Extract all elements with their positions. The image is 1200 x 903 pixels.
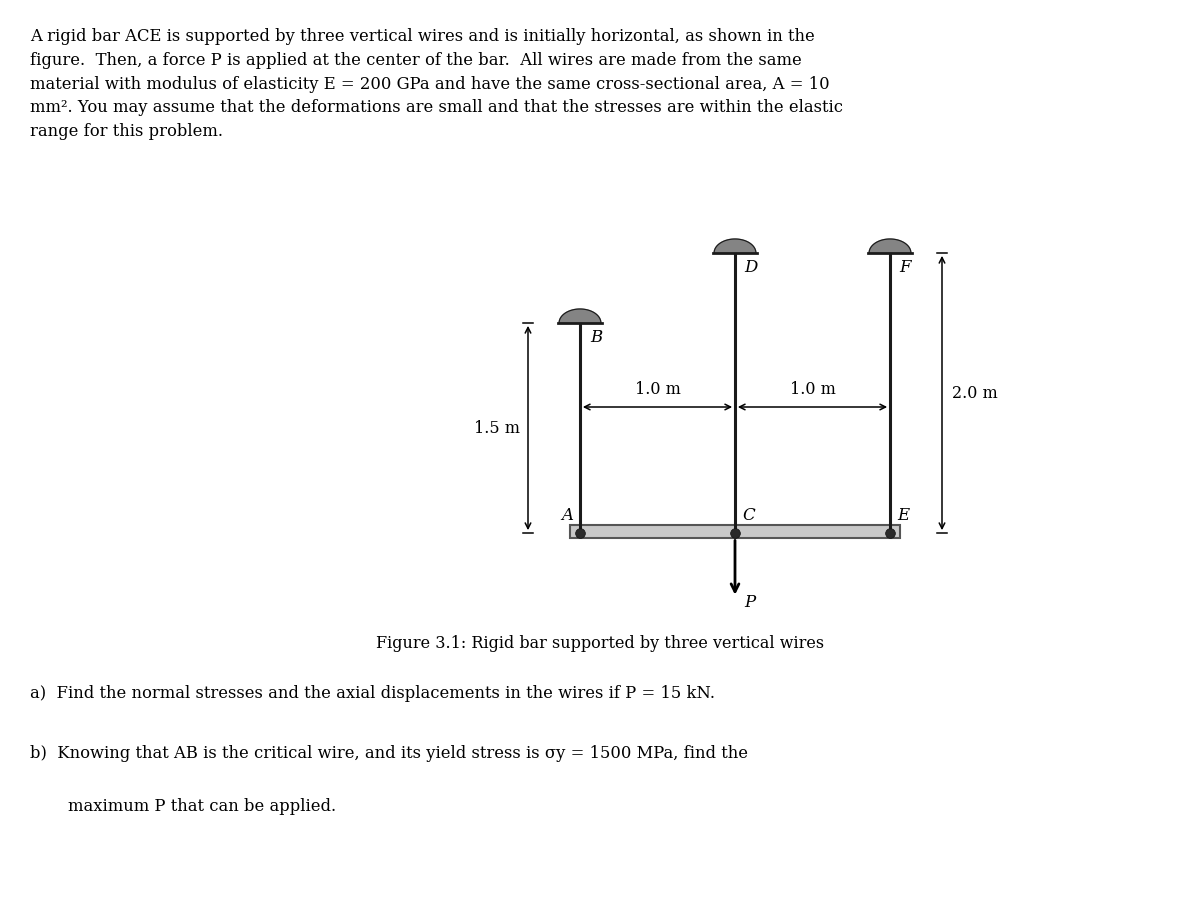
Text: 1.5 m: 1.5 m <box>474 420 520 437</box>
Text: 1.0 m: 1.0 m <box>635 380 680 397</box>
Text: B: B <box>590 329 602 346</box>
Text: b)  Knowing that AB is the critical wire, and its yield stress is σy = 1500 MPa,: b) Knowing that AB is the critical wire,… <box>30 745 748 761</box>
Polygon shape <box>714 239 756 254</box>
Text: E: E <box>898 507 910 524</box>
Text: F: F <box>899 259 911 275</box>
Text: D: D <box>744 259 757 275</box>
Text: a)  Find the normal stresses and the axial displacements in the wires if P = 15 : a) Find the normal stresses and the axia… <box>30 684 715 702</box>
Polygon shape <box>869 239 911 254</box>
Text: P: P <box>744 593 755 610</box>
Bar <box>570 525 900 538</box>
Text: A: A <box>562 507 574 524</box>
Polygon shape <box>559 310 601 323</box>
Text: maximum P that can be applied.: maximum P that can be applied. <box>68 797 336 815</box>
Text: Figure 3.1: Rigid bar supported by three vertical wires: Figure 3.1: Rigid bar supported by three… <box>376 635 824 652</box>
Text: A rigid bar ACE is supported by three vertical wires and is initially horizontal: A rigid bar ACE is supported by three ve… <box>30 28 842 140</box>
Text: 1.0 m: 1.0 m <box>790 380 835 397</box>
Text: C: C <box>742 507 755 524</box>
Text: 2.0 m: 2.0 m <box>952 385 997 402</box>
